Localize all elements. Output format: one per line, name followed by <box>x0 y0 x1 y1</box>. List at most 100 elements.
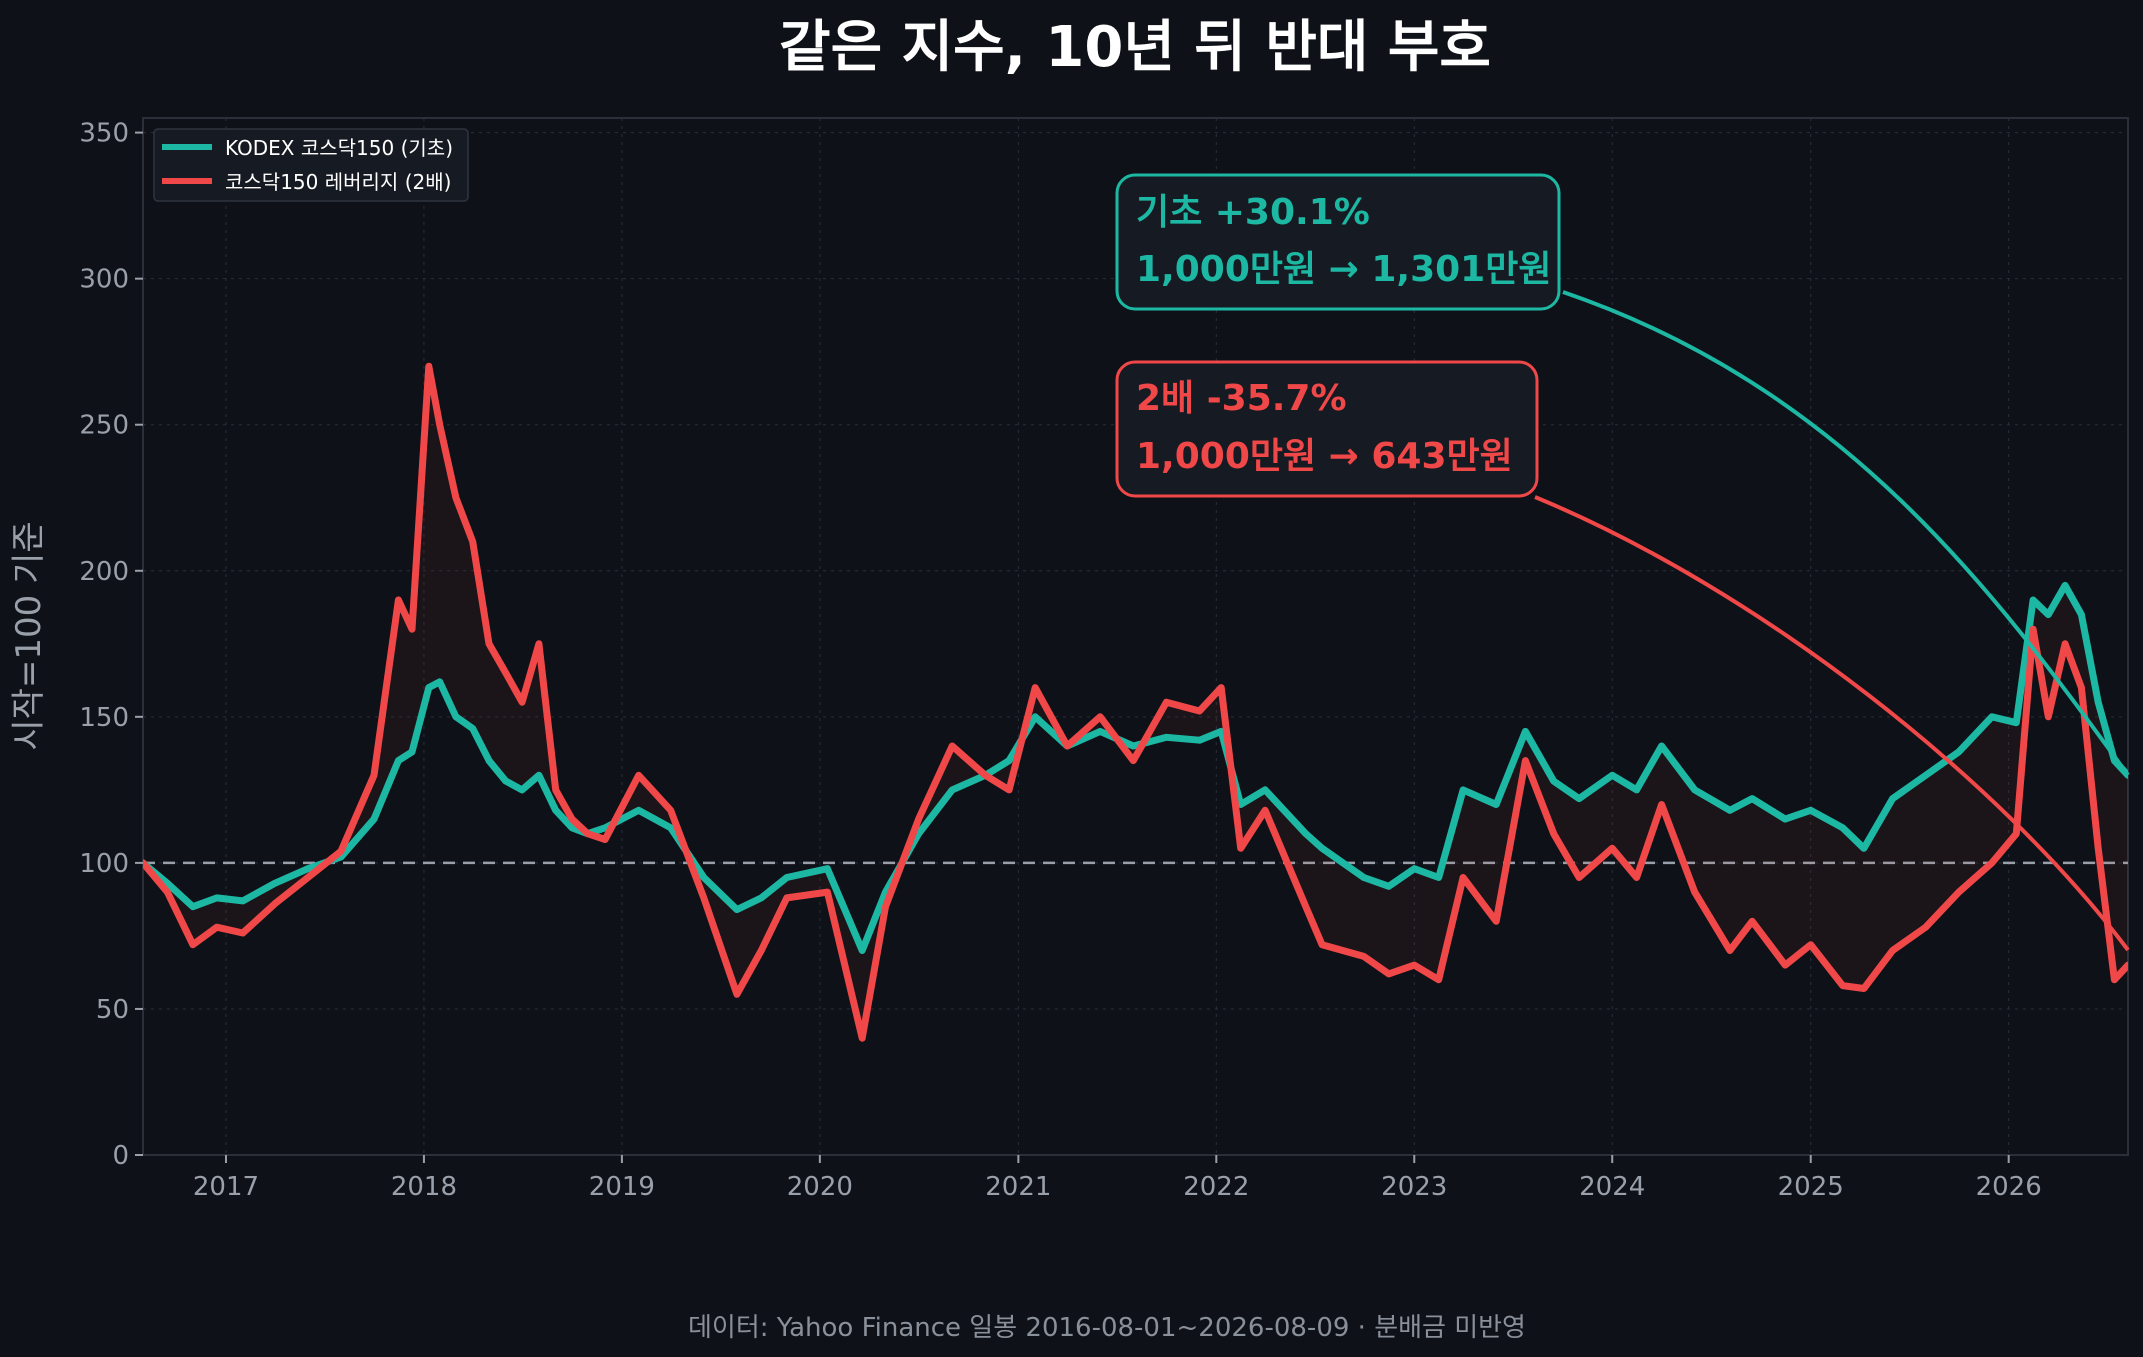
base-data-point <box>2095 699 2101 705</box>
lever-data-point <box>2111 977 2117 983</box>
base-data-point <box>1956 749 1962 755</box>
base-data-point <box>503 778 509 784</box>
y-tick-label: 250 <box>79 411 129 441</box>
lever-data-point <box>2078 685 2084 691</box>
lever-data-point <box>1361 953 1367 959</box>
base-data-point <box>569 825 575 831</box>
lever-data-point <box>1659 801 1665 807</box>
x-tick-label: 2022 <box>1183 1172 1249 1202</box>
base-data-point <box>1634 787 1640 793</box>
series-line-lever <box>143 362 2128 1042</box>
x-tick-label: 2018 <box>391 1172 457 1202</box>
lever-data-point <box>1196 708 1202 714</box>
lever-data-point <box>1130 758 1136 764</box>
base-data-point <box>470 726 476 732</box>
lever-data-point <box>1411 962 1417 968</box>
x-tick-label: 2019 <box>589 1172 655 1202</box>
base-data-point <box>2013 720 2019 726</box>
lever-data-point <box>1460 874 1466 880</box>
y-tick-label: 0 <box>112 1141 129 1171</box>
base-data-point <box>701 874 707 880</box>
lever-data-point <box>734 991 740 997</box>
series-lines <box>143 362 2128 1042</box>
lever-data-point <box>2095 845 2101 851</box>
base-annotation-connector <box>1562 290 2130 777</box>
y-tick-label: 100 <box>79 849 129 879</box>
lever-data-point <box>824 889 830 895</box>
lever-data-point <box>1923 924 1929 930</box>
base-data-point <box>1006 758 1012 764</box>
legend-label-lever: 코스닥150 레버리지 (2배) <box>225 170 451 194</box>
lever-data-point <box>1749 918 1755 924</box>
base-annotation-box <box>1115 173 1561 311</box>
y-axis-ticks: 0 50 100 150 200 250 300 350 <box>79 119 143 1171</box>
lever-data-point <box>2125 962 2128 968</box>
base-data-point <box>1196 737 1202 743</box>
lever-data-point <box>2030 626 2036 632</box>
lever-data-point <box>1386 971 1392 977</box>
lever-data-point <box>453 495 459 501</box>
lever-data-point <box>240 930 246 936</box>
base-annotation-return: 기초 +30.1% <box>1136 192 1370 233</box>
base-data-point <box>190 904 196 910</box>
lever-data-point <box>553 787 559 793</box>
lever-data-point <box>305 874 311 880</box>
base-data-point <box>1576 796 1582 802</box>
lever-data-point <box>1493 918 1499 924</box>
base-data-point <box>1319 845 1325 851</box>
lever-data-point <box>470 539 476 545</box>
base-data-point <box>1163 734 1169 740</box>
lever-data-point <box>164 889 170 895</box>
lever-data-point <box>395 597 401 603</box>
legend-box <box>153 128 469 202</box>
base-data-point <box>1861 845 1867 851</box>
base-data-point <box>214 895 220 901</box>
lever-data-point <box>1319 942 1325 948</box>
base-data-point <box>1923 772 1929 778</box>
base-data-point <box>2078 612 2084 618</box>
base-data-point <box>949 787 955 793</box>
lever-data-point <box>437 422 443 428</box>
lever-data-point <box>190 942 196 948</box>
base-data-point <box>1808 807 1814 813</box>
base-data-point <box>1692 787 1698 793</box>
source-footnote: 데이터: Yahoo Finance 일봉 2016-08-01~2026-08… <box>688 1313 1526 1343</box>
base-data-point <box>636 807 642 813</box>
lever-data-point <box>1956 889 1962 895</box>
lever-data-point <box>1006 787 1012 793</box>
base-data-point <box>1551 778 1557 784</box>
lever-data-point <box>2013 831 2019 837</box>
lever-data-point <box>272 901 278 907</box>
base-data-point <box>305 866 311 872</box>
lever-data-point <box>409 626 415 632</box>
y-tick-label: 300 <box>79 265 129 295</box>
base-data-point <box>426 685 432 691</box>
lever-data-point <box>1218 685 1224 691</box>
lever-data-point <box>143 860 146 866</box>
x-tick-label: 2017 <box>193 1172 259 1202</box>
base-data-point <box>1032 714 1038 720</box>
lever-annotation-value: 1,000만원 → 643만원 <box>1136 436 1513 477</box>
grid-lines <box>143 118 2128 1156</box>
base-data-point <box>240 898 246 904</box>
base-data-point <box>395 758 401 764</box>
lever-data-point <box>1890 948 1896 954</box>
lever-data-point <box>2062 641 2068 647</box>
base-data-point <box>1238 801 1244 807</box>
base-data-point <box>1782 816 1788 822</box>
base-data-point <box>519 787 525 793</box>
lever-data-point <box>519 699 525 705</box>
x-tick-label: 2024 <box>1579 1172 1645 1202</box>
base-data-point <box>784 874 790 880</box>
base-data-point <box>1460 787 1466 793</box>
base-data-point <box>536 772 542 778</box>
lever-annotation-connector <box>1534 495 2130 952</box>
lever-data-point <box>1436 977 1442 983</box>
lever-annotation-box <box>1115 360 1539 498</box>
base-data-point <box>437 679 443 685</box>
lever-data-point <box>758 948 764 954</box>
base-data-point <box>1218 728 1224 734</box>
lever-data-point <box>1097 714 1103 720</box>
base-data-point <box>824 866 830 872</box>
base-data-point <box>371 816 377 822</box>
